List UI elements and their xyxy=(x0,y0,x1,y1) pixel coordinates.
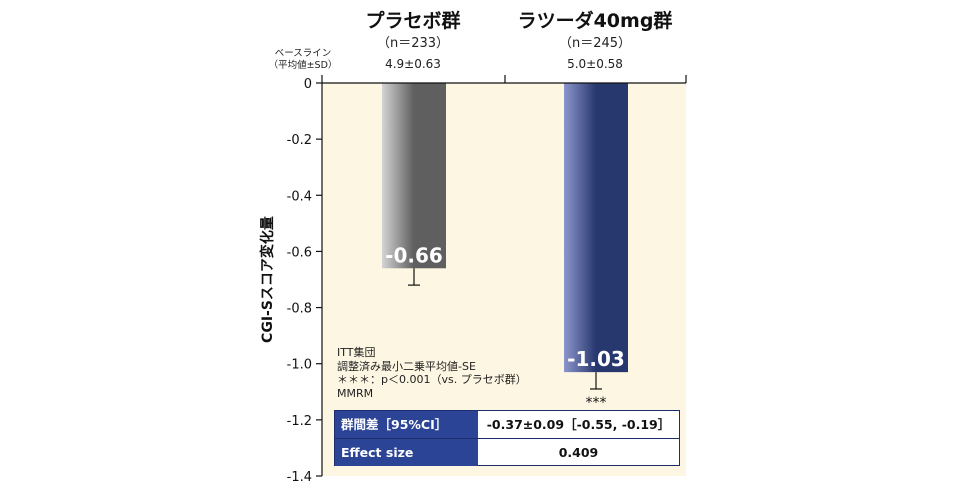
significance-marker: *** xyxy=(586,395,607,411)
y-tick-label: -1.0 xyxy=(287,358,312,373)
y-tick-label: -1.2 xyxy=(287,414,312,429)
stats-value: 0.409 xyxy=(558,445,599,460)
footnote-line: 調整済み最小二乗平均値-SE xyxy=(337,359,476,373)
footnote-line: ITT集団 xyxy=(337,346,376,359)
stats-value: -0.37±0.09［-0.55, -0.19］ xyxy=(486,417,671,432)
footnote-line: ＊＊＊：p＜0.001（vs. プラセボ群） xyxy=(337,373,527,386)
y-axis-label: CGI-Sスコア変化量 xyxy=(259,216,276,343)
baseline-label-line: （平均値±SD） xyxy=(268,60,338,71)
baseline-value-placebo: 4.9±0.63 xyxy=(385,57,441,71)
baseline-label-line: ベースライン xyxy=(274,48,332,59)
y-tick-label: -0.6 xyxy=(287,245,312,260)
category-n-placebo: （n＝233） xyxy=(376,36,450,51)
y-tick-label: -0.2 xyxy=(287,133,312,148)
baseline-label: ベースライン （平均値±SD） xyxy=(248,48,358,72)
stats-row-difference: 群間差［95%CI］ -0.37±0.09［-0.55, -0.19］ xyxy=(335,411,679,438)
axes-layer: 0 -0.2 -0.4 -0.6 -0.8 -1.0 -1.2 -1.4 xyxy=(287,75,687,485)
bar xyxy=(382,83,446,269)
footnotes: ITT集団 調整済み最小二乗平均値-SE ＊＊＊：p＜0.001（vs. プラセ… xyxy=(337,346,527,400)
data-label: -0.66 xyxy=(385,243,443,267)
baseline-value-latuda: 5.0±0.58 xyxy=(567,57,623,71)
stats-label: 群間差［95%CI］ xyxy=(335,411,478,438)
y-tick-label: 0 xyxy=(304,77,312,92)
stats-table: 群間差［95%CI］ -0.37±0.09［-0.55, -0.19］ Effe… xyxy=(334,410,680,466)
y-tick-label: -1.4 xyxy=(287,470,312,485)
category-n-latuda: （n＝245） xyxy=(558,36,632,51)
y-tick-label: -0.4 xyxy=(287,189,312,204)
stats-label: Effect size xyxy=(335,439,478,466)
footnote-line: MMRM xyxy=(337,386,374,400)
stats-row-effect-size: Effect size 0.409 xyxy=(335,438,679,466)
category-title-placebo: プラセボ群 xyxy=(365,10,461,32)
bars-layer: -0.66 -1.03 *** xyxy=(382,83,628,411)
y-tick-label: -0.8 xyxy=(287,302,312,317)
bar xyxy=(564,83,628,373)
category-title-latuda: ラツーダ40mg群 xyxy=(517,10,673,32)
data-label: -1.03 xyxy=(567,347,625,371)
